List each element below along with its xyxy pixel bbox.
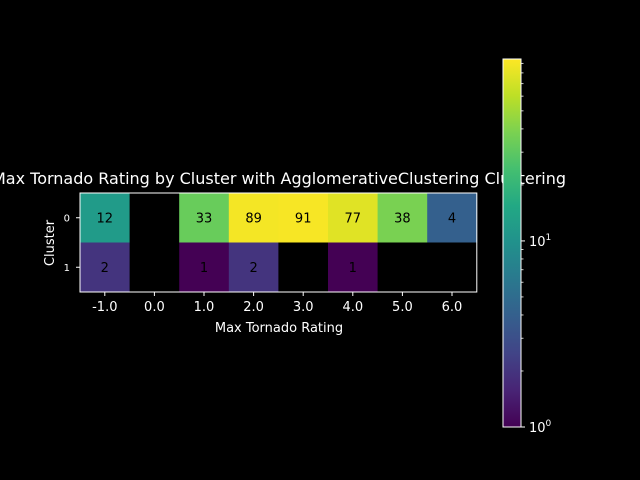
x-tick-label: 6.0 [442,300,463,315]
cell-value-label: 91 [295,211,312,226]
heatmap-cell [427,193,478,243]
heatmap-cell [278,242,329,293]
chart-title: Max Tornado Rating by Cluster with Agglo… [0,169,566,188]
heatmap-cell [427,242,478,293]
colorbar-tick-label: 100 [529,419,552,436]
y-axis-ticks: 01 [64,213,80,274]
x-tick-label: 2.0 [243,300,264,315]
heatmap-cell [328,242,378,293]
colorbar-gradient [503,59,521,427]
cell-value-label: 33 [196,211,213,226]
colorbar-frame [502,58,522,428]
y-tick-label: 1 [64,263,70,274]
heatmap-cell-labels: 12 33 89 91 77 38 42 1 2 1 [97,211,457,276]
heatmap-cell [129,242,180,293]
cell-value-label: 4 [448,211,456,226]
heatmap-cell [228,242,279,293]
cell-value-label: 38 [394,211,411,226]
cell-value-label: 1 [349,261,357,276]
x-tick-label: 4.0 [342,300,363,315]
x-axis-ticks: -1.0 0.0 1.0 2.0 3.0 4.0 5.0 6.0 [92,292,462,315]
heatmap-cell [278,193,329,243]
x-tick-label: 1.0 [194,300,215,315]
colorbar-tick-label: 101 [529,233,551,250]
y-tick-label: 0 [64,213,70,224]
heatmap-cell [377,193,428,243]
cell-value-label: 89 [245,211,262,226]
x-tick-label: -1.0 [92,300,117,315]
cell-value-label: 2 [249,261,257,276]
x-tick-label: 5.0 [392,300,413,315]
heatmap-cell [377,242,428,293]
heatmap-cell [179,242,230,293]
y-axis-label: Cluster [43,219,58,266]
heatmap-cell [129,193,180,243]
cell-value-label: 12 [97,211,114,226]
colorbar: 100 101 [502,58,552,436]
plot-frame [79,192,478,293]
x-tick-label: 3.0 [293,300,314,315]
cell-value-label: 2 [101,261,109,276]
heatmap-cell [328,193,378,243]
heatmap-cell [80,242,130,293]
cell-value-label: 77 [345,211,362,226]
cell-value-label: 1 [200,261,208,276]
heatmap-cell [179,193,230,243]
heatmap-cell [228,193,279,243]
colorbar-ticks: 100 101 [521,62,552,436]
heatmap-cells [80,193,478,293]
x-tick-label: 0.0 [144,300,165,315]
heatmap-cell [80,193,130,243]
x-axis-label: Max Tornado Rating [215,321,343,336]
